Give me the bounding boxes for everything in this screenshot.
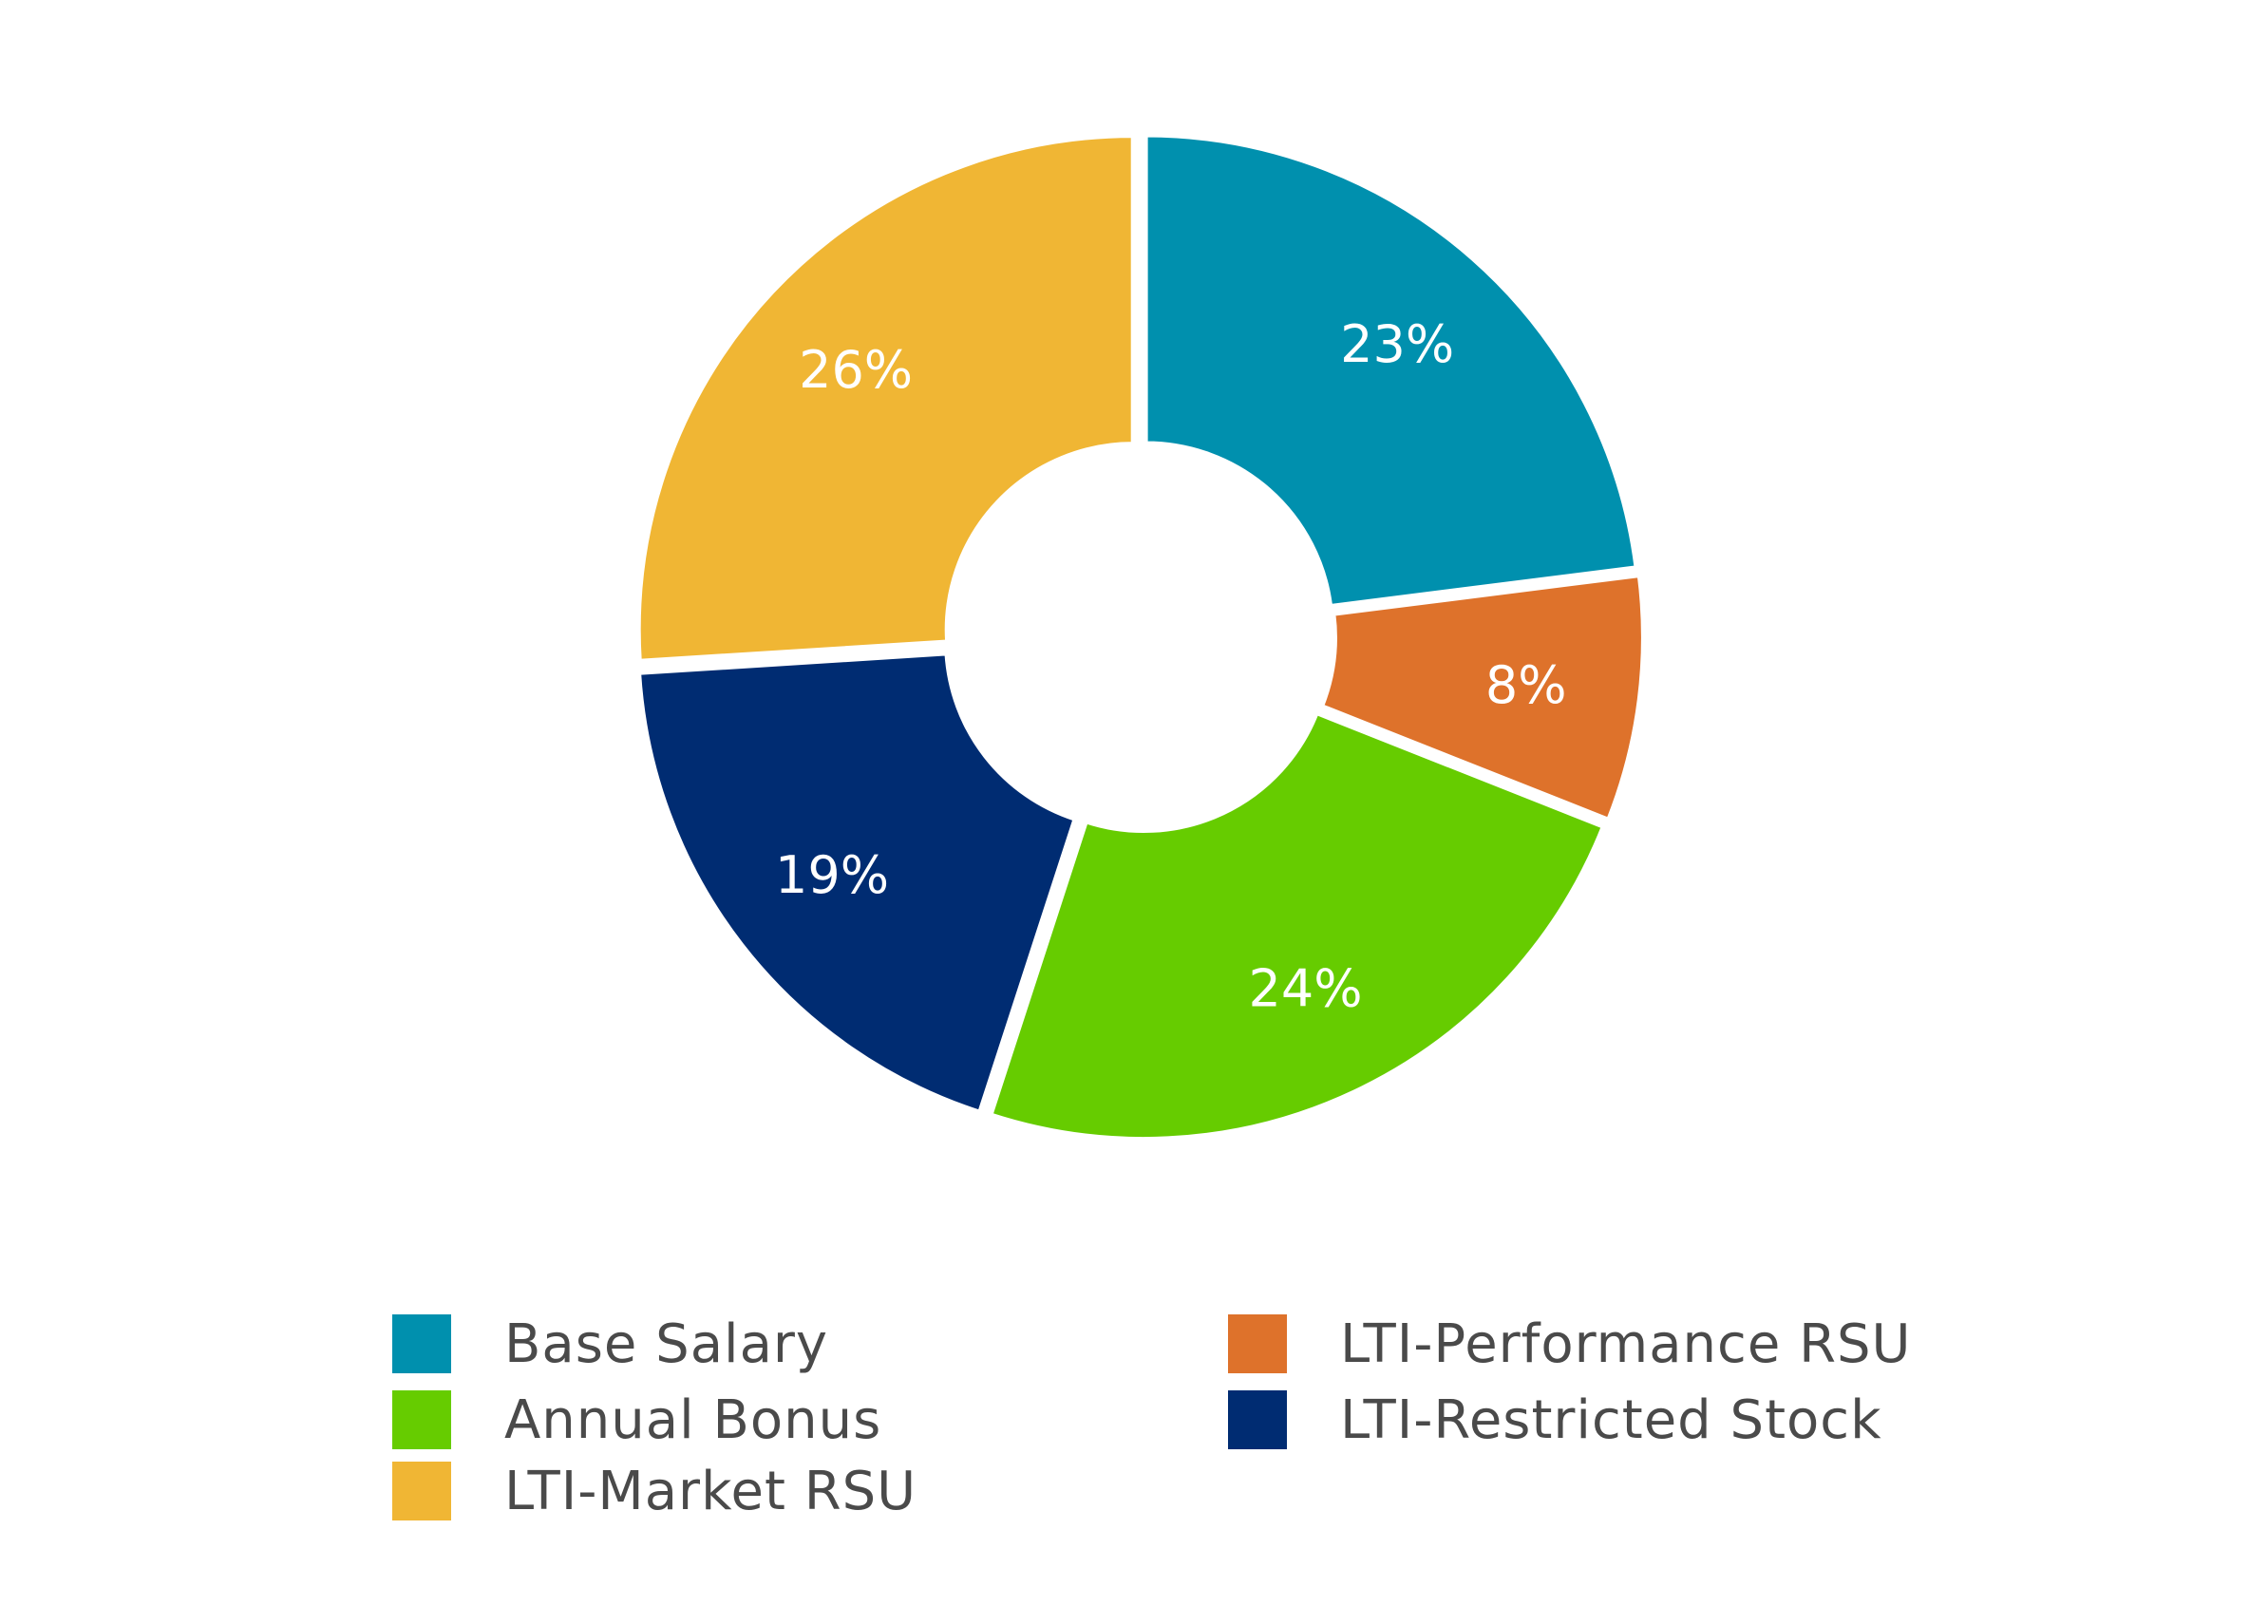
legend-swatch-base-salary: [392, 1314, 451, 1373]
slice-labels-layer: 23% 8% 24% 19% 26%: [775, 314, 1567, 1019]
legend-item-base-salary: Base Salary: [392, 1311, 828, 1377]
slice-label-lti-performance-rsu: 8%: [1485, 655, 1567, 715]
slice-label-lti-restricted-stock: 19%: [775, 845, 889, 905]
slice-lti-performance-rsu: [1319, 573, 1645, 822]
legend-swatch-lti-market-rsu: [392, 1462, 451, 1520]
legend-label-lti-performance-rsu: LTI-Performance RSU: [1340, 1312, 1912, 1375]
legend-label-lti-market-rsu: LTI-Market RSU: [504, 1460, 917, 1522]
donut-chart-plot: 23% 8% 24% 19% 26%: [636, 133, 1645, 1142]
legend-swatch-lti-performance-rsu: [1228, 1314, 1287, 1373]
slice-base-salary: [1143, 133, 1638, 609]
slice-label-annual-bonus: 24%: [1249, 958, 1363, 1018]
legend-label-base-salary: Base Salary: [504, 1312, 829, 1375]
slice-lti-restricted-stock: [637, 651, 1078, 1115]
legend-item-lti-performance-rsu: LTI-Performance RSU: [1228, 1311, 1912, 1377]
slices-layer: [636, 133, 1645, 1142]
slice-label-base-salary: 23%: [1340, 314, 1454, 374]
legend-label-lti-restricted-stock: LTI-Restricted Stock: [1340, 1388, 1882, 1451]
legend-item-lti-market-rsu: LTI-Market RSU: [392, 1458, 917, 1524]
legend-item-lti-restricted-stock: LTI-Restricted Stock: [1228, 1387, 1882, 1453]
legend-item-annual-bonus: Annual Bonus: [392, 1387, 881, 1453]
legend-label-annual-bonus: Annual Bonus: [504, 1388, 882, 1451]
slice-lti-market-rsu: [636, 134, 1135, 663]
slice-label-lti-market-rsu: 26%: [799, 340, 913, 400]
legend-swatch-annual-bonus: [392, 1390, 451, 1449]
slice-annual-bonus: [989, 710, 1606, 1142]
legend-swatch-lti-restricted-stock: [1228, 1390, 1287, 1449]
